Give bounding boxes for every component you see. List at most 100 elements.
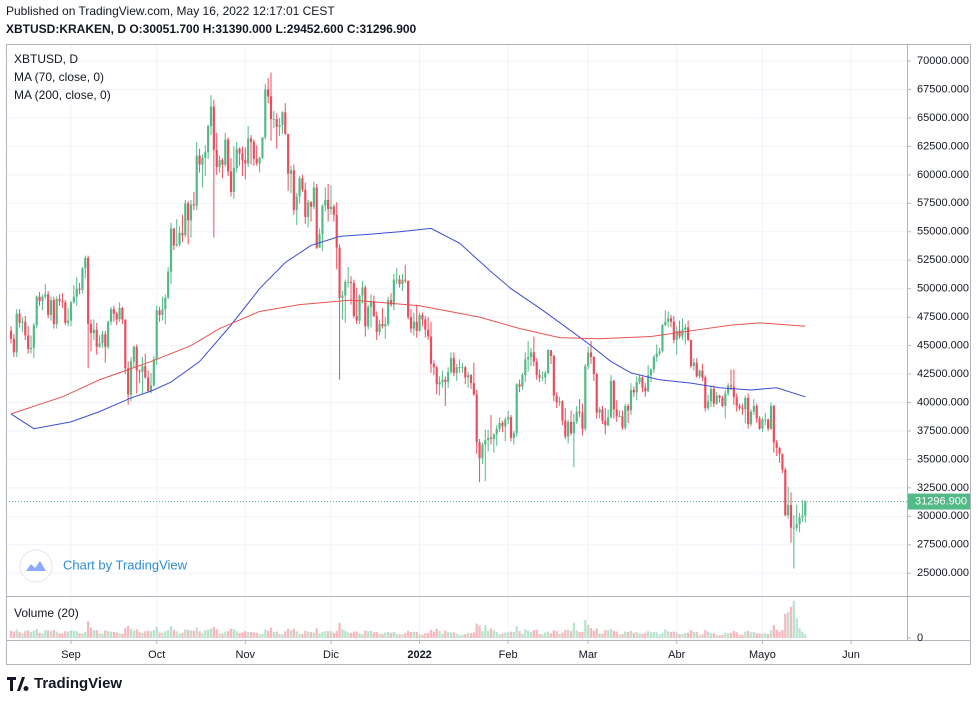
volume-bar: [561, 632, 564, 638]
volume-bar: [201, 632, 204, 638]
volume-bar: [275, 631, 278, 638]
volume-title: Volume (20): [14, 606, 79, 620]
volume-bar: [581, 632, 584, 638]
volume-bar: [504, 632, 507, 638]
volume-bar: [401, 634, 404, 638]
candle-body: [535, 361, 538, 376]
volume-bar: [701, 634, 704, 638]
volume-bar: [327, 631, 330, 638]
candle-body: [689, 339, 693, 367]
volume-bar: [18, 632, 21, 638]
volume-bar: [49, 631, 53, 638]
candle-body: [704, 377, 707, 409]
candle-body: [404, 279, 407, 281]
candle-body: [601, 409, 604, 421]
candle-body: [444, 379, 447, 383]
volume-bar: [278, 634, 281, 638]
candle-body: [741, 408, 744, 410]
candle-body: [801, 515, 804, 518]
x-tick-label: Jun: [842, 649, 860, 661]
volume-bar: [704, 630, 707, 638]
candle-body: [315, 187, 318, 248]
candle-body: [567, 421, 570, 437]
volume-bar: [489, 628, 493, 638]
candle-body: [478, 442, 481, 459]
volume-bar: [587, 624, 590, 638]
volume-bar: [789, 606, 793, 638]
candle-body: [69, 302, 73, 321]
candle-body: [684, 327, 687, 330]
candle-body: [35, 296, 38, 326]
y-tick-label: 35000.000: [917, 453, 969, 465]
candle-body: [201, 157, 204, 165]
candle-body: [349, 281, 353, 284]
volume-bar: [655, 632, 658, 638]
candle-body: [338, 247, 341, 298]
volume-bar: [347, 632, 350, 638]
candle-body: [612, 380, 615, 410]
volume-bar: [104, 630, 107, 638]
candle-body: [301, 178, 304, 190]
volume-bar: [318, 633, 321, 638]
candle-body: [172, 228, 175, 246]
candle-body: [92, 329, 95, 334]
candle-body: [84, 257, 87, 269]
volume-bar: [355, 631, 358, 638]
candle-body: [321, 205, 324, 235]
candle-body: [41, 296, 44, 302]
volume-bar: [407, 630, 410, 638]
candle-body: [469, 375, 473, 384]
volume-bar: [212, 626, 215, 638]
volume-bar: [767, 634, 770, 638]
volume-bar: [595, 628, 598, 638]
candle-body: [398, 279, 401, 285]
candle-body: [609, 380, 613, 418]
candle-body: [275, 119, 278, 128]
volume-bar: [698, 634, 701, 638]
candle-body: [518, 384, 521, 387]
volume-bar: [781, 630, 784, 638]
volume-bar: [641, 634, 644, 638]
candle-body: [129, 361, 133, 395]
volume-bar: [47, 630, 50, 638]
candle-body: [107, 321, 110, 347]
volume-bar: [381, 634, 384, 638]
candle-body: [615, 409, 618, 417]
candle-body: [127, 368, 130, 395]
candle-body: [289, 170, 293, 174]
price-pane: [6, 72, 907, 569]
volume-bar: [367, 631, 370, 638]
volume-bar: [329, 631, 333, 638]
volume-bar: [101, 633, 104, 638]
x-tick-label: Mar: [579, 649, 598, 661]
candle-body: [75, 288, 78, 297]
volume-bar: [472, 632, 475, 638]
volume-bar: [309, 632, 313, 638]
volume-bar: [269, 627, 273, 638]
volume-bar: [775, 629, 778, 638]
volume-bar: [132, 630, 135, 638]
candle-body: [578, 411, 581, 413]
candle-body: [95, 329, 98, 347]
candle-body: [715, 395, 718, 404]
volume-bar: [418, 634, 421, 638]
volume-bar: [761, 633, 764, 638]
x-tick-label: Abr: [668, 649, 685, 661]
candle-body: [372, 301, 375, 317]
volume-bar: [689, 630, 693, 638]
candle-body: [112, 309, 115, 314]
candle-body: [24, 321, 27, 336]
candle-body: [575, 411, 578, 422]
candle-body: [121, 308, 124, 320]
volume-bar: [204, 630, 207, 638]
volume-bar: [209, 628, 213, 638]
volume-bar: [521, 633, 524, 638]
candle-body: [438, 382, 441, 385]
volume-bar: [441, 633, 444, 638]
volume-bar: [618, 634, 621, 638]
volume-bar: [747, 630, 750, 638]
candle-body: [761, 419, 764, 429]
volume-bar: [415, 632, 418, 638]
volume-bar: [481, 631, 484, 638]
candle-body: [504, 419, 507, 427]
